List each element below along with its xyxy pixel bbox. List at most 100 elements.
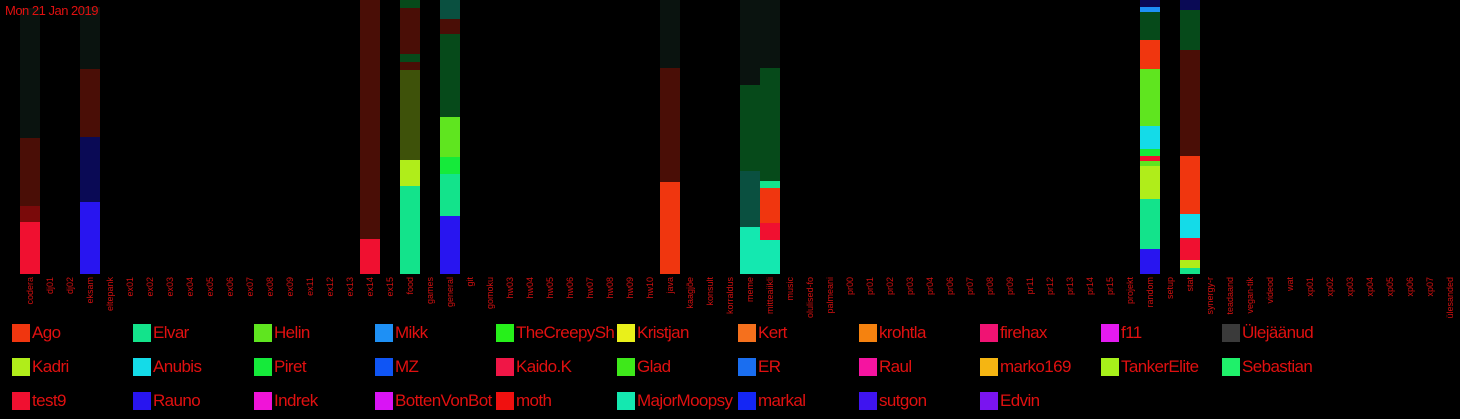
- bar-segment-food-2: [400, 70, 420, 160]
- legend-label: f11: [1121, 323, 1142, 342]
- legend-label: test9: [32, 391, 66, 410]
- tick-label-stat: stat: [1185, 277, 1195, 292]
- tick-label-pr04: pr04: [925, 277, 935, 295]
- bar-segment-meme-1: [740, 171, 760, 227]
- tick-label-pr13: pr13: [1065, 277, 1075, 295]
- bar-segment-mitteaiikli-0: [760, 240, 780, 274]
- legend-item: Ago: [12, 322, 131, 342]
- legend-swatch: [133, 358, 151, 376]
- tick-label-ex09: ex09: [285, 277, 295, 297]
- legend-label: marko169: [1000, 357, 1071, 376]
- bar-mitteaiikli: [760, 0, 780, 274]
- legend-swatch: [859, 392, 877, 410]
- legend-item: BottenVonBot: [375, 390, 494, 410]
- legend-label: Helin: [274, 323, 310, 342]
- tick-label-vegan-tik: vegan-tik: [1245, 277, 1255, 314]
- tick-label-olulised-fo: olulised-fo: [805, 277, 815, 318]
- legend-swatch: [133, 392, 151, 410]
- legend-item: moth: [496, 390, 615, 410]
- legend-label: sutgon: [879, 391, 927, 410]
- tick-label-hw10: hw10: [645, 277, 655, 299]
- bar-segment-general-4: [440, 34, 460, 117]
- legend-item: Sebastian: [1222, 356, 1341, 376]
- bar-segment-java-0: [660, 182, 680, 274]
- tick-label-xp03: xp03: [1345, 277, 1355, 297]
- legend-item: ER: [738, 356, 857, 376]
- tick-label-palmeani: palmeani: [825, 277, 835, 314]
- bar-segment-random-3: [1140, 161, 1160, 166]
- tick-label-random: random: [1145, 277, 1155, 308]
- legend-item: MZ: [375, 356, 494, 376]
- bar-segment-mitteaiikli-5: [760, 0, 780, 68]
- legend-label: Kadri: [32, 357, 69, 376]
- legend-item: sutgon: [859, 390, 978, 410]
- tick-label-codera: codera: [25, 277, 35, 305]
- legend-swatch: [12, 392, 30, 410]
- bar-segment-codera-2: [20, 138, 40, 206]
- legend-item: Rauno: [133, 390, 252, 410]
- tick-label-setup: setup: [1165, 277, 1175, 299]
- tick-label-pr12: pr12: [1045, 277, 1055, 295]
- bar-segment-random-5: [1140, 149, 1160, 156]
- legend-item: Kadri: [12, 356, 131, 376]
- bar-segment-meme-0: [740, 227, 760, 274]
- tick-label-ex13: ex13: [345, 277, 355, 297]
- bar-segment-random-0: [1140, 249, 1160, 274]
- bar-segment-stat-1: [1180, 260, 1200, 268]
- bar-segment-random-2: [1140, 166, 1160, 199]
- bar-segment-codera-3: [20, 8, 40, 138]
- tick-label-hw07: hw07: [585, 277, 595, 299]
- legend-item: krohtla: [859, 322, 978, 342]
- legend-item: TankerElite: [1101, 356, 1220, 376]
- legend-swatch: [617, 358, 635, 376]
- bar-segment-general-0: [440, 216, 460, 274]
- legend-swatch: [1101, 324, 1119, 342]
- legend-label: krohtla: [879, 323, 926, 342]
- legend-label: MZ: [395, 357, 419, 376]
- bar-segment-java-1: [660, 68, 680, 182]
- legend-label: TheCreepySh: [516, 323, 615, 342]
- bar-segment-general-1: [440, 174, 460, 216]
- bar-segment-random-7: [1140, 69, 1160, 126]
- tick-label-ex02: ex02: [145, 277, 155, 297]
- legend-item: Kert: [738, 322, 857, 342]
- tick-label-mitteaiikli: mitteaiikli: [765, 277, 775, 314]
- bar-eksam: [80, 7, 100, 274]
- bar-segment-food-6: [400, 0, 420, 8]
- bar-segment-eksam-3: [80, 7, 100, 69]
- tick-label-teadaand: teadaand: [1225, 277, 1235, 315]
- tick-label-pr03: pr03: [905, 277, 915, 295]
- tick-label-eksam: eksam: [85, 277, 95, 304]
- legend-label: Ülejäänud: [1242, 323, 1314, 342]
- legend-item: Edvin: [980, 390, 1099, 410]
- bar-segment-stat-3: [1180, 214, 1200, 238]
- stacked-bar-chart: codera dj01 dj02 eksam eltepank ex01 ex02 ex03 e…: [20, 0, 1455, 319]
- bar-segment-codera-1: [20, 206, 40, 222]
- tick-label-hw09: hw09: [625, 277, 635, 299]
- bar-segment-codera-0: [20, 222, 40, 274]
- tick-label-eltepank: eltepank: [105, 277, 115, 312]
- tick-label-hw05: hw05: [545, 277, 555, 299]
- legend-label: Rauno: [153, 391, 201, 410]
- legend-item: Glad: [617, 356, 736, 376]
- legend-label: Raul: [879, 357, 912, 376]
- legend-label: Anubis: [153, 357, 202, 376]
- legend-swatch: [254, 324, 272, 342]
- legend: Ago Elvar Helin Mikk TheCreepySh Kristjan Kert…: [12, 322, 1452, 418]
- tick-label-xp07: xp07: [1425, 277, 1435, 297]
- tick-label-general: general: [445, 277, 455, 307]
- tick-label-dj02: dj02: [65, 277, 75, 294]
- bar-ex14: [360, 0, 380, 274]
- tick-label-hw03: hw03: [505, 277, 515, 299]
- legend-swatch: [738, 324, 756, 342]
- legend-label: Ago: [32, 323, 61, 342]
- tick-label-music: music: [785, 277, 795, 301]
- legend-label: MajorMoopsy: [637, 391, 733, 410]
- bar-meme: [740, 0, 760, 274]
- bar-segment-stat-4: [1180, 156, 1200, 214]
- tick-label-xp01: xp01: [1305, 277, 1315, 297]
- bar-segment-random-8: [1140, 40, 1160, 69]
- bar-segment-stat-0: [1180, 268, 1200, 274]
- legend-item: Helin: [254, 322, 373, 342]
- legend-label: Kaido.K: [516, 357, 572, 376]
